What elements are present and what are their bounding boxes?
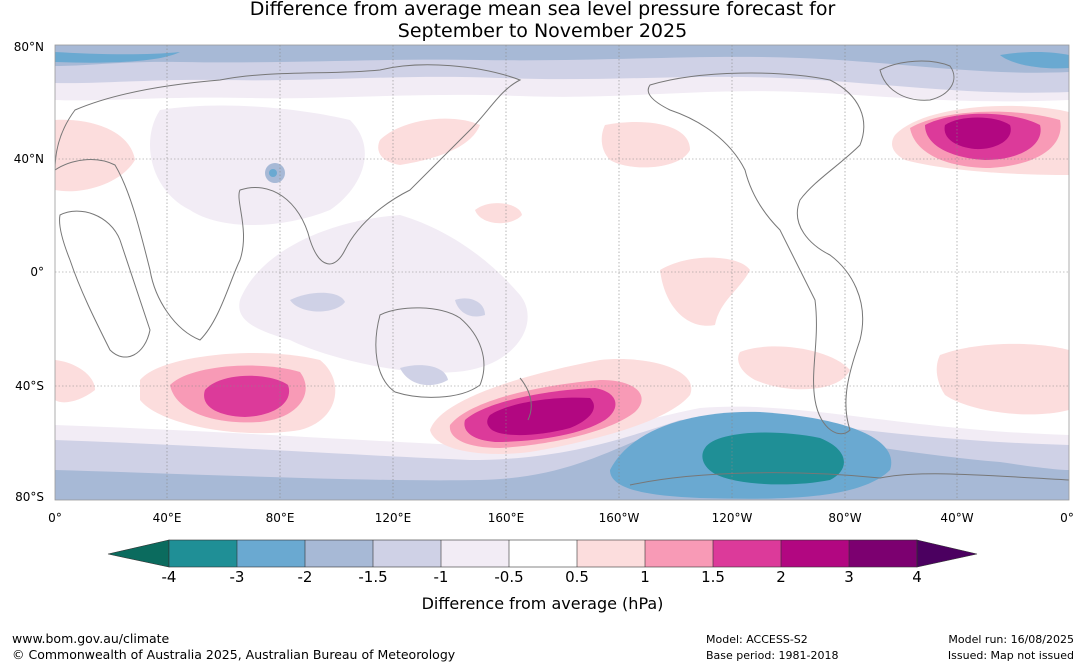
europe-asia-m05 bbox=[150, 105, 365, 225]
satl-p05 bbox=[936, 343, 1069, 415]
colorbar bbox=[107, 539, 978, 568]
colorbar-tick-m05: -0.5 bbox=[494, 568, 524, 586]
lon-label-160w: 160°W bbox=[598, 511, 640, 525]
footer-model: Model: ACCESS-S2 bbox=[706, 633, 808, 646]
natl-p2 bbox=[944, 117, 1011, 150]
footer-issued: Issued: Map not issued bbox=[947, 649, 1074, 662]
pacific-p05-small bbox=[475, 203, 522, 224]
colorbar-tick-4: 4 bbox=[912, 568, 922, 586]
sio-p15 bbox=[204, 375, 290, 417]
central-asia-m2 bbox=[269, 169, 277, 177]
colorbar-bin-m2-m15 bbox=[305, 540, 373, 567]
lat-label-40n: 40°N bbox=[13, 152, 44, 166]
forecast-map bbox=[54, 44, 1070, 501]
colorbar-tick-m3: -3 bbox=[229, 568, 245, 586]
colorbar-tick-15: 1.5 bbox=[701, 568, 725, 586]
arctic-band-m3 bbox=[55, 52, 180, 63]
australia-m1 bbox=[400, 365, 448, 386]
tropical-m05 bbox=[239, 215, 528, 373]
lon-label-0-west: 0° bbox=[48, 511, 62, 525]
colorbar-tick-m4: -4 bbox=[161, 568, 177, 586]
lat-label-40s: 40°S bbox=[15, 379, 44, 393]
colorbar-tick-m1: -1 bbox=[433, 568, 449, 586]
colorbar-bin-m15-m1 bbox=[373, 540, 441, 567]
colorbar-bin-15-2 bbox=[713, 540, 781, 567]
lat-label-0: 0° bbox=[30, 265, 44, 279]
colorbar-label: Difference from average (hPa) bbox=[421, 594, 664, 613]
north-pacific-p05 bbox=[601, 121, 690, 168]
footer-copyright: © Commonwealth of Australia 2025, Austra… bbox=[12, 647, 456, 662]
map-title-line-2: September to November 2025 bbox=[397, 20, 688, 42]
colorbar-bin-m4-m3 bbox=[169, 540, 237, 567]
tropical-m1-b bbox=[455, 298, 485, 317]
footer-url: www.bom.gov.au/climate bbox=[12, 631, 170, 646]
southern-m3 bbox=[702, 432, 844, 485]
lat-label-80s: 80°S bbox=[15, 490, 44, 504]
west-edge-p05 bbox=[55, 360, 95, 403]
footer-model-run: Model run: 16/08/2025 bbox=[948, 633, 1074, 646]
colorbar-tick-m2: -2 bbox=[297, 568, 313, 586]
tropical-m1-a bbox=[290, 292, 345, 312]
map-contour-layer bbox=[55, 45, 1069, 500]
eq-pacific-p05 bbox=[660, 257, 750, 326]
colorbar-extend-high bbox=[916, 539, 978, 568]
footer-base-period: Base period: 1981-2018 bbox=[706, 649, 839, 662]
sam-p05 bbox=[738, 346, 850, 390]
lon-label-40w: 40°W bbox=[940, 511, 974, 525]
lon-label-80w: 80°W bbox=[828, 511, 862, 525]
map-title-line-1: Difference from average mean sea level p… bbox=[249, 0, 836, 20]
europe-p05 bbox=[55, 119, 135, 192]
map-frame bbox=[54, 44, 1070, 501]
colorbar-bin-3-4 bbox=[849, 540, 917, 567]
colorbar-tick-3: 3 bbox=[844, 568, 854, 586]
colorbar-bin-05-1 bbox=[577, 540, 645, 567]
colorbar-tick-2: 2 bbox=[776, 568, 786, 586]
arctic-band-m2 bbox=[55, 45, 1069, 73]
graticule bbox=[55, 45, 1069, 500]
lon-label-120w: 120°W bbox=[711, 511, 753, 525]
coastlines bbox=[55, 60, 1069, 486]
colorbar-bin-m3-m2 bbox=[237, 540, 305, 567]
colorbar-tick-m15: -1.5 bbox=[358, 568, 388, 586]
lon-label-80e: 80°E bbox=[265, 511, 295, 525]
arctic-band-m3-east bbox=[1000, 51, 1069, 69]
lat-label-80n: 80°N bbox=[13, 40, 44, 54]
colorbar-bin-m05-05 bbox=[509, 540, 577, 567]
colorbar-tick-05: 0.5 bbox=[565, 568, 589, 586]
lon-label-160e: 160°E bbox=[487, 511, 525, 525]
lon-label-40e: 40°E bbox=[152, 511, 182, 525]
lon-label-0-east: 0° bbox=[1060, 511, 1074, 525]
colorbar-bin-m1-m05 bbox=[441, 540, 509, 567]
lon-label-120e: 120°E bbox=[374, 511, 412, 525]
colorbar-tick-1: 1 bbox=[640, 568, 650, 586]
colorbar-extend-low bbox=[107, 539, 170, 568]
colorbar-bin-1-15 bbox=[645, 540, 713, 567]
asia-p05 bbox=[378, 118, 480, 165]
spac-p2 bbox=[487, 397, 594, 436]
colorbar-bin-2-3 bbox=[781, 540, 849, 567]
